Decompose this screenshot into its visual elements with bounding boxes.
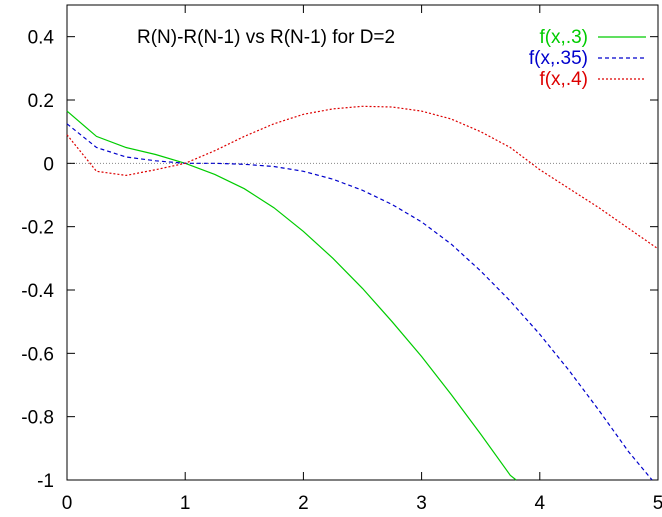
x-tick-label: 0 bbox=[62, 493, 73, 514]
legend-label: f(x,.35) bbox=[529, 48, 588, 69]
legend: f(x,.3)f(x,.35)f(x,.4) bbox=[529, 27, 646, 90]
y-tick-label: -0.4 bbox=[21, 281, 54, 302]
series-line bbox=[66, 110, 517, 481]
x-tick-label: 4 bbox=[535, 493, 546, 514]
y-tick-label: 0.4 bbox=[28, 28, 55, 49]
series-line bbox=[66, 123, 653, 481]
y-tick-label: -0.2 bbox=[21, 218, 54, 239]
series-lines bbox=[66, 105, 659, 481]
series-line bbox=[66, 105, 659, 250]
y-tick-label: -0.6 bbox=[21, 344, 54, 365]
x-tick-label: 3 bbox=[416, 493, 427, 514]
x-tick-label: 2 bbox=[298, 493, 309, 514]
x-tick-label: 5 bbox=[653, 493, 662, 514]
legend-label: f(x,.4) bbox=[539, 69, 588, 90]
y-tick-label: -0.8 bbox=[21, 408, 54, 429]
chart-title: R(N)-R(N-1) vs R(N-1) for D=2 bbox=[137, 27, 395, 48]
y-tick-label: 0 bbox=[43, 154, 54, 175]
plot-frame bbox=[66, 4, 659, 481]
x-tick-label: 1 bbox=[180, 493, 191, 514]
axis-ticks: 0 1 2 3 4 5 -1 -0.8 -0.6 -0.4 -0.2 0 0.2 0.4 bbox=[21, 5, 662, 514]
y-tick-label: -1 bbox=[37, 471, 54, 492]
y-tick-label: 0.2 bbox=[28, 91, 54, 112]
legend-label: f(x,.3) bbox=[539, 27, 588, 48]
